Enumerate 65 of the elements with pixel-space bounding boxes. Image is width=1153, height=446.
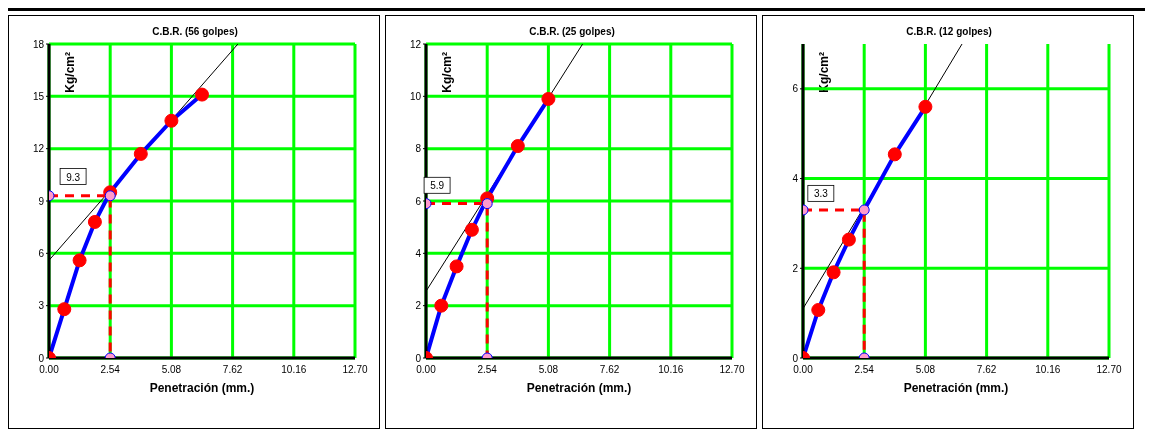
point <box>541 91 556 106</box>
chart-title: C.B.R. (12 golpes) <box>905 26 993 37</box>
x-tick-label: 10.16 <box>1035 364 1061 376</box>
point <box>887 147 902 162</box>
x-tick-label: 0.00 <box>39 364 60 376</box>
x-tick-label: 2.54 <box>100 364 121 376</box>
point <box>918 99 933 114</box>
point <box>826 265 841 280</box>
y-axis-title: Kg/cm² <box>63 52 77 93</box>
x-axis-title: Penetración (mm.) <box>903 381 1009 395</box>
x-tick-label: 0.00 <box>793 364 814 376</box>
x-tick-label: 2.54 <box>477 364 498 376</box>
point <box>464 222 479 237</box>
point <box>811 303 826 317</box>
x-tick-label: 12.70 <box>1096 364 1122 376</box>
y-tick-label: 2 <box>792 262 799 274</box>
point <box>57 302 72 317</box>
y-tick-label: 15 <box>32 90 45 102</box>
y-axis-title: Kg/cm² <box>817 52 831 93</box>
chart-title: C.B.R. (25 golpes) <box>528 26 616 37</box>
x-tick-label: 10.16 <box>658 364 684 376</box>
y-tick-label: 6 <box>792 83 799 95</box>
y-tick-label: 6 <box>415 195 422 207</box>
y-tick-label: 3 <box>38 300 45 312</box>
y-tick-label: 0 <box>38 352 45 364</box>
x-tick-label: 5.08 <box>538 364 559 376</box>
x-tick-label: 7.62 <box>222 364 243 376</box>
y-tick-label: 8 <box>415 143 422 155</box>
annotation: 9.3 <box>66 171 81 183</box>
x-tick-label: 7.62 <box>976 364 997 376</box>
y-tick-label: 12 <box>409 38 422 50</box>
point <box>841 232 856 247</box>
point <box>449 259 464 274</box>
y-tick-label: 6 <box>38 247 45 259</box>
point <box>481 198 493 210</box>
y-tick-label: 18 <box>32 38 45 50</box>
y-tick-label: 4 <box>415 247 422 259</box>
chart-title: C.B.R. (56 golpes) <box>151 26 239 37</box>
x-tick-label: 12.70 <box>342 364 368 376</box>
point <box>72 253 87 268</box>
x-tick-label: 12.70 <box>719 364 745 376</box>
point <box>164 113 179 128</box>
y-tick-label: 2 <box>415 300 422 312</box>
y-tick-label: 10 <box>409 90 422 102</box>
x-tick-label: 10.16 <box>281 364 307 376</box>
point <box>195 87 209 102</box>
point <box>133 146 148 161</box>
point <box>510 139 525 154</box>
y-tick-label: 0 <box>792 352 799 364</box>
annotation: 3.3 <box>813 188 829 200</box>
y-tick-label: 0 <box>415 352 422 364</box>
x-tick-label: 2.54 <box>854 364 875 376</box>
x-axis-title: Penetración (mm.) <box>149 381 255 395</box>
point <box>434 298 449 313</box>
point <box>87 214 102 229</box>
x-tick-label: 0.00 <box>416 364 437 376</box>
x-tick-label: 7.62 <box>599 364 620 376</box>
y-tick-label: 9 <box>38 195 45 207</box>
y-tick-label: 4 <box>792 173 799 185</box>
x-tick-label: 5.08 <box>915 364 936 376</box>
y-axis-title: Kg/cm² <box>440 52 454 93</box>
x-tick-label: 5.08 <box>161 364 182 376</box>
y-tick-label: 12 <box>32 143 45 155</box>
annotation: 5.9 <box>430 180 445 192</box>
x-axis-title: Penetración (mm.) <box>526 381 632 395</box>
